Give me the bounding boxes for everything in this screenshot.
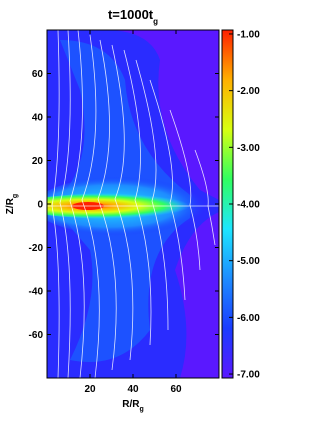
x-tick-label: 60 [170,384,182,395]
y-tick-label: 0 [37,200,43,211]
title-text: t=1000t [108,7,154,22]
x-tick-label: 20 [84,384,96,395]
y-tick-label: -40 [29,287,44,298]
title-subscript: g [153,17,158,26]
colorbar-tick-label: -4.00 [237,200,260,211]
y-axis-label: Z/Rg [5,194,19,214]
colorbar-tick-label: -1.00 [237,29,260,40]
colorbar-tick-label: -5.00 [237,256,260,267]
colorbar-tick-label: -2.00 [237,86,260,97]
field-image [47,30,219,378]
y-tick-label: -60 [29,330,44,341]
chart: t=1000tg R/Rg Z/Rg 20 40 60-60-40-20020406… [5,7,260,413]
x-label-text: R/R [122,399,140,410]
colorbar-tick-label: -7.00 [237,370,260,381]
streamlines [47,30,219,378]
y-tick-label: 40 [32,113,44,124]
chart-title: t=1000tg [108,7,158,26]
x-tick-label: 40 [127,384,139,395]
x-label-subscript: g [139,406,143,413]
x-axis-label: R/Rg [122,399,144,413]
colorbar-tick-label: -3.00 [237,143,260,154]
y-label-text: Z/R [5,197,16,214]
y-label-subscript: g [12,194,19,198]
y-tick-label: 60 [32,69,44,80]
colorbar-tick-label: -6.00 [237,313,260,324]
y-tick-label: 20 [32,156,44,167]
y-tick-label: -20 [29,243,44,254]
